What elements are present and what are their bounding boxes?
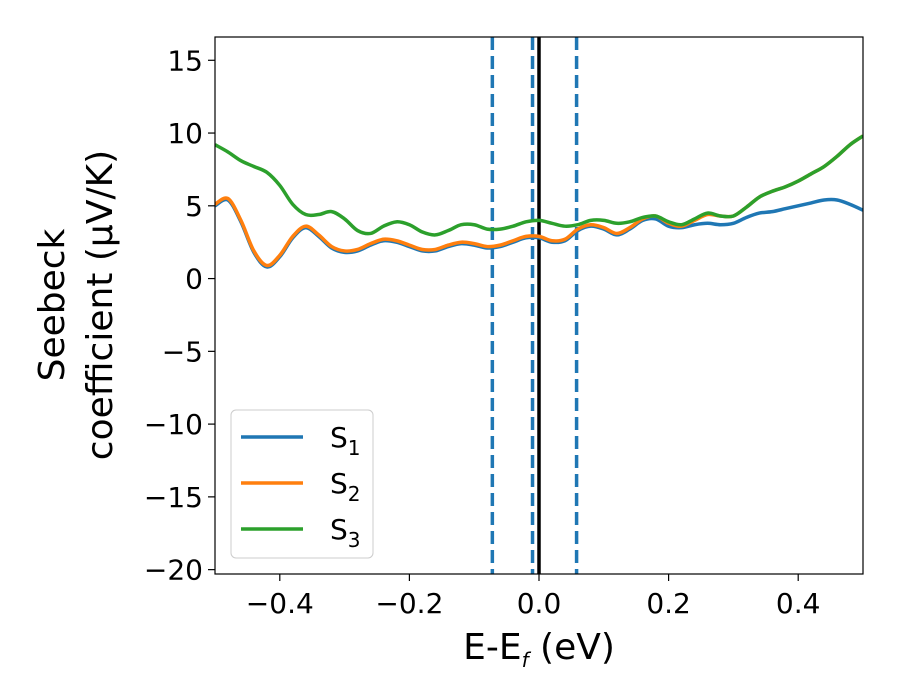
x-axis-label: E-Ef (eV) xyxy=(463,627,615,672)
y-tick-label: −10 xyxy=(144,408,203,441)
y-axis-ticks: −20 −15 −10 −5 0 5 10 15 xyxy=(144,44,215,587)
y-tick-label: −20 xyxy=(144,554,203,587)
x-tick-label: −0.2 xyxy=(375,587,443,620)
y-axis-label: Seebeck coefficient (μV/K) xyxy=(32,150,121,460)
legend-label-s2: S2 xyxy=(330,467,361,506)
y-axis-label-line1: Seebeck xyxy=(32,228,73,381)
x-tick-label: 0.0 xyxy=(517,587,562,620)
legend: S1 S2 S3 xyxy=(230,409,374,559)
legend-label-s1: S1 xyxy=(330,421,361,460)
x-tick-label: 0.4 xyxy=(776,587,821,620)
y-axis-label-line2: coefficient (μV/K) xyxy=(80,150,121,460)
x-axis-ticks: −0.4 −0.2 0.0 0.2 0.4 xyxy=(246,574,821,620)
y-tick-label: −5 xyxy=(162,335,203,368)
y-tick-label: 5 xyxy=(185,190,203,223)
y-tick-label: 0 xyxy=(185,263,203,296)
series-lines xyxy=(215,134,863,269)
y-tick-label: 10 xyxy=(167,117,203,150)
legend-label-s3: S3 xyxy=(330,513,361,552)
y-tick-label: 15 xyxy=(167,44,203,77)
series-line-s3 xyxy=(215,134,863,237)
x-tick-label: −0.4 xyxy=(246,587,314,620)
reference-lines xyxy=(490,37,579,574)
x-tick-label: 0.2 xyxy=(646,587,691,620)
y-tick-label: −15 xyxy=(144,481,203,514)
